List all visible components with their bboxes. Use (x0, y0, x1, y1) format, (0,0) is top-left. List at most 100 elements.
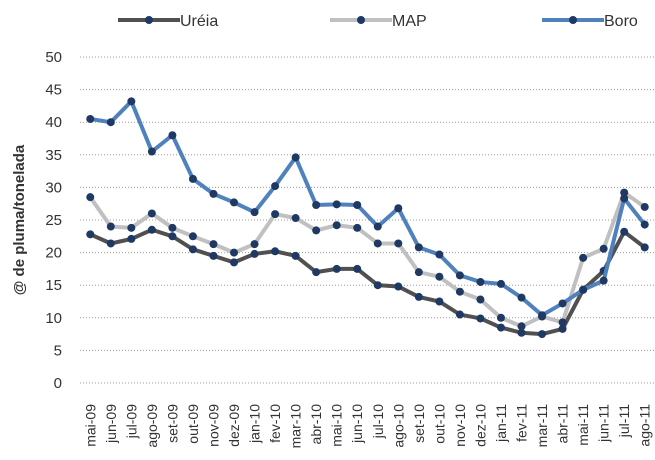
point (558, 318, 567, 327)
point (168, 232, 177, 241)
point (558, 299, 567, 308)
x-tick-label: jun-09 (103, 404, 119, 444)
x-tick-label: fev-10 (267, 404, 283, 443)
x-tick-label: mar-11 (534, 404, 550, 448)
point (414, 292, 423, 301)
legend-marker (145, 16, 153, 24)
y-tick-label: 10 (45, 310, 62, 327)
x-tick-label: fev-11 (514, 404, 530, 442)
point (188, 245, 197, 254)
point (168, 131, 177, 140)
point (209, 189, 218, 198)
point (476, 314, 485, 323)
point (332, 264, 341, 273)
point (271, 247, 280, 256)
point (250, 208, 259, 217)
point (496, 323, 505, 332)
legend-marker (569, 16, 577, 24)
point (414, 243, 423, 252)
point (230, 258, 239, 267)
point (230, 198, 239, 207)
y-tick-label: 25 (45, 212, 62, 229)
point (517, 322, 526, 331)
point (106, 222, 115, 231)
point (435, 297, 444, 306)
x-tick-label: jun-10 (349, 404, 365, 444)
point (127, 97, 136, 106)
point (455, 287, 464, 296)
x-tick-label: dez-09 (226, 404, 242, 447)
point (250, 240, 259, 249)
point (579, 253, 588, 262)
point (209, 240, 218, 249)
point (127, 223, 136, 232)
x-tick-label: mai-11 (575, 404, 591, 446)
point (373, 222, 382, 231)
point (188, 232, 197, 241)
x-tick-label: jan-11 (493, 404, 509, 443)
point (496, 313, 505, 322)
point (538, 311, 547, 320)
point (291, 214, 300, 223)
legend-label: MAP (392, 13, 427, 30)
point (312, 268, 321, 277)
x-tick-label: out-09 (185, 404, 201, 444)
point (250, 249, 259, 258)
x-tick-label: ago-09 (144, 404, 160, 448)
point (517, 328, 526, 337)
point (558, 324, 567, 333)
point (455, 271, 464, 280)
x-tick-label: jul-09 (123, 404, 139, 439)
point (188, 174, 197, 183)
point (106, 118, 115, 127)
point (312, 201, 321, 210)
point (86, 114, 95, 123)
y-tick-label: 50 (45, 49, 62, 66)
x-tick-label: jul-11 (616, 404, 632, 438)
point (147, 147, 156, 156)
point (455, 310, 464, 319)
point (476, 295, 485, 304)
x-tick-label: mai-09 (82, 404, 98, 447)
x-tick-label: ago-10 (390, 404, 406, 448)
series-line (89, 97, 647, 318)
y-tick-label: 45 (45, 82, 62, 99)
y-tick-label: 30 (45, 179, 62, 196)
x-tick-label: mai-10 (329, 404, 345, 447)
point (291, 251, 300, 260)
x-tick-label: jun-11 (596, 404, 612, 443)
x-tick-label: dez-10 (472, 404, 488, 447)
point (373, 281, 382, 290)
y-tick-label: 35 (45, 147, 62, 164)
point (209, 251, 218, 260)
point (168, 223, 177, 232)
point (86, 193, 95, 202)
point (640, 243, 649, 252)
point (620, 227, 629, 236)
point (435, 272, 444, 281)
point (599, 244, 608, 253)
point (599, 276, 608, 285)
point (230, 248, 239, 257)
point (620, 188, 629, 197)
point (414, 268, 423, 277)
x-tick-label: set-10 (411, 404, 427, 443)
point (106, 239, 115, 248)
point (353, 264, 362, 273)
point (332, 200, 341, 209)
x-tick-label: abr-10 (308, 404, 324, 445)
x-tick-label: nov-09 (205, 404, 221, 447)
point (127, 234, 136, 243)
x-tick-label: jan-10 (247, 404, 263, 444)
legend-label: Boro (604, 13, 638, 30)
y-tick-label: 0 (54, 375, 62, 392)
point (291, 153, 300, 162)
point (435, 250, 444, 259)
point (620, 194, 629, 203)
point (496, 279, 505, 288)
x-tick-label: ago-11 (637, 404, 653, 447)
x-tick-label: set-09 (164, 404, 180, 443)
y-axis-label: @ de pluma/tonelada (11, 144, 28, 295)
x-tick-label: abr-11 (555, 404, 571, 444)
point (579, 285, 588, 294)
